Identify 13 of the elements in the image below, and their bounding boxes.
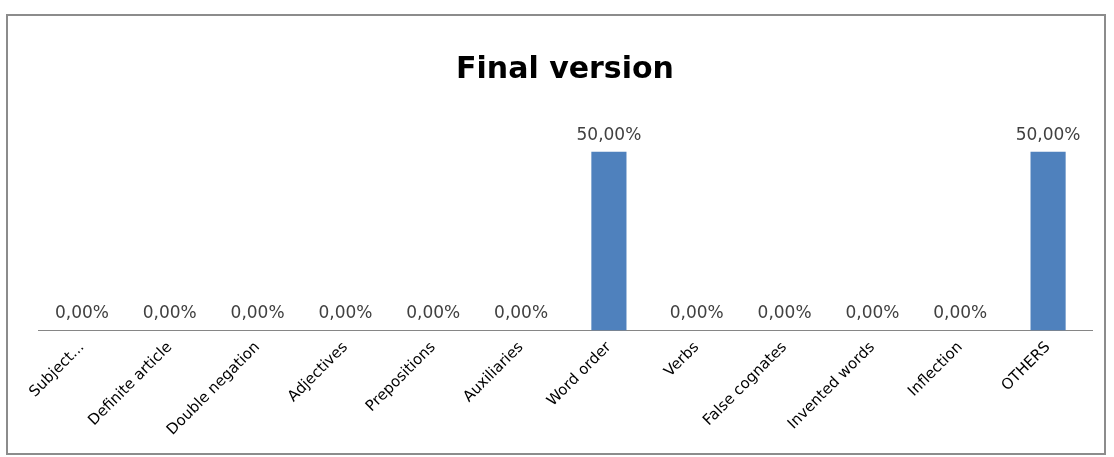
data-label: 0,00% [494,302,549,323]
data-label: 50,00% [1015,123,1081,144]
data-label: 0,00% [933,302,988,323]
data-label: 0,00% [845,302,900,323]
chart-title: Final version [456,49,674,85]
data-label: 0,00% [142,302,197,323]
data-label: 0,00% [230,302,285,323]
data-label: 0,00% [318,302,373,323]
data-label: 50,00% [576,123,642,144]
data-label: 0,00% [669,302,724,323]
data-label: 0,00% [406,302,461,323]
data-label: 0,00% [54,302,109,323]
data-label: 0,00% [757,302,812,323]
